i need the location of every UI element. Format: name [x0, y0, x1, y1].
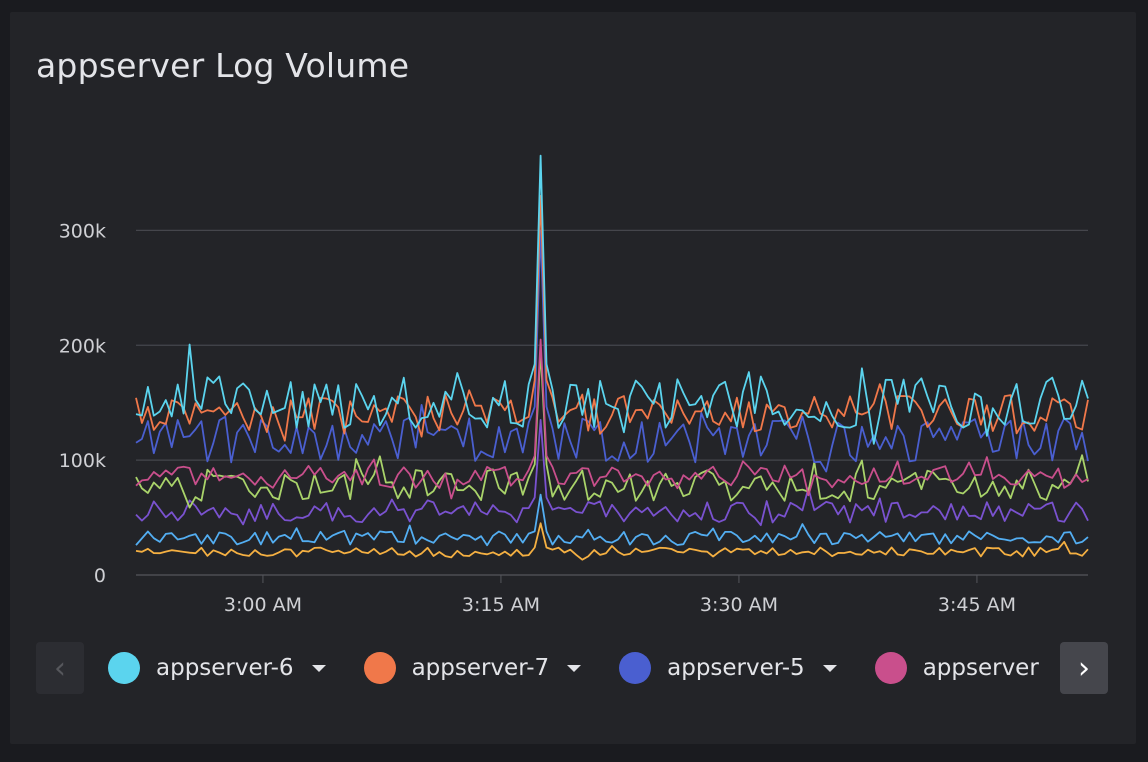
- legend-item[interactable]: appserver-6: [108, 652, 326, 684]
- series-line: [135, 229, 1089, 473]
- legend-items: appserver-6 appserver-7 appserver-5 appserv…: [108, 642, 1056, 694]
- y-tick-label: 300k: [59, 220, 106, 242]
- legend-swatch: [874, 652, 907, 684]
- legend-label: appserver-5: [667, 655, 805, 681]
- legend-swatch: [108, 652, 140, 684]
- x-tick-label: 3:45 AM: [938, 594, 1016, 616]
- y-tick-label: 100k: [59, 450, 106, 472]
- chevron-right-icon: ›: [1078, 650, 1090, 686]
- legend-item[interactable]: appserver-7: [363, 652, 582, 684]
- chart-title: appserver Log Volume: [36, 46, 410, 85]
- x-tick-label: 3:15 AM: [462, 594, 540, 616]
- series-line: [135, 194, 1089, 442]
- series-line: [135, 338, 1089, 500]
- legend-swatch: [363, 652, 396, 684]
- series-line: [135, 418, 1089, 527]
- legend-prev-button[interactable]: ‹: [36, 642, 84, 694]
- legend: ‹ appserver-6 appserver-7 appserver-5 appse…: [36, 642, 1108, 694]
- caret-down-icon[interactable]: [567, 664, 582, 672]
- series-line: [135, 154, 1089, 445]
- caret-down-icon[interactable]: [822, 664, 837, 672]
- x-tick-label: 3:30 AM: [700, 594, 778, 616]
- legend-label: appserver-6: [156, 655, 294, 681]
- series-line: [135, 522, 1089, 561]
- chart-panel: appserver Log Volume: [10, 12, 1136, 744]
- legend-label: appserver: [922, 655, 1039, 681]
- y-tick-label: 200k: [59, 335, 106, 357]
- legend-label: appserver-7: [411, 655, 550, 681]
- legend-item[interactable]: appserver-5: [619, 652, 837, 684]
- legend-next-button[interactable]: ›: [1060, 642, 1108, 694]
- legend-item[interactable]: appserver: [874, 652, 1039, 684]
- series-line: [135, 493, 1089, 547]
- chevron-left-icon: ‹: [54, 650, 66, 686]
- series-line: [135, 350, 1089, 509]
- legend-swatch: [619, 652, 652, 684]
- caret-down-icon[interactable]: [311, 664, 326, 672]
- x-tick-label: 3:00 AM: [224, 594, 302, 616]
- y-tick-label: 0: [94, 565, 106, 587]
- chart-svg: 0 100k 200k 300k 3:00 AM 3:15 AM 3:30 AM 3:45 A…: [59, 154, 1089, 616]
